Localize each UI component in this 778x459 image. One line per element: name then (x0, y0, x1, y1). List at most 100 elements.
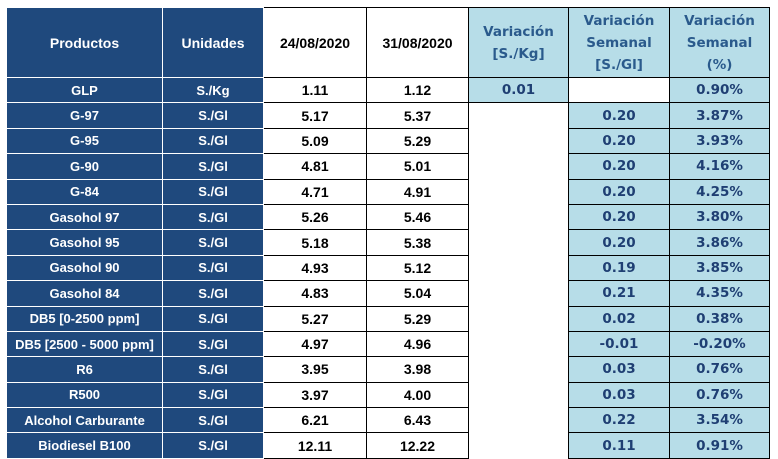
price-date-2: 5.29 (366, 306, 469, 332)
header-var-pct-line2: Semanal (686, 34, 753, 51)
product-name: GLP (6, 76, 163, 104)
header-variacion-line1: Variación (483, 23, 554, 40)
unit: S./Kg (162, 76, 264, 104)
variacion-pct: 3.86% (669, 229, 770, 256)
variacion-pct: 0.76% (669, 381, 770, 409)
price-date-1: 4.93 (263, 255, 367, 282)
variacion-pct: 4.16% (669, 153, 770, 180)
unit: S./Gl (162, 229, 264, 256)
price-date-1: 5.27 (263, 306, 367, 332)
variacion-kg-empty (468, 407, 569, 433)
price-date-1: 6.21 (263, 407, 367, 434)
price-date-2: 12.22 (366, 432, 469, 459)
price-date-2: 5.04 (366, 280, 469, 307)
product-name: G-95 (6, 127, 163, 155)
variacion-semanal: 0.20 (568, 153, 670, 180)
price-date-1: 4.71 (263, 179, 367, 205)
table-row: G-84 S./Gl 4.71 4.91 0.20 4.25% (6, 178, 770, 205)
variacion-semanal: 0.20 (568, 102, 670, 129)
header-var-sem-line2: Semanal (586, 34, 652, 51)
header-var-sem-line3: [S./Gl] (595, 56, 643, 73)
variacion-pct: 3.80% (669, 203, 770, 231)
variacion-semanal: 0.02 (568, 305, 670, 332)
header-var-sem-line1: Variación (583, 12, 655, 29)
product-name: DB5 [2500 - 5000 ppm] (6, 330, 163, 358)
price-date-1: 5.26 (263, 204, 367, 231)
variacion-kg-empty (468, 179, 569, 205)
variacion-pct: 3.93% (669, 127, 770, 155)
unit: S./Gl (162, 381, 264, 409)
unit: S./Gl (162, 153, 264, 180)
variacion-pct: 0.90% (669, 76, 770, 104)
variacion-pct: 0.76% (669, 356, 770, 383)
price-date-1: 5.17 (263, 102, 367, 129)
variacion-kg-empty (468, 204, 569, 230)
variacion-semanal: 0.22 (568, 407, 670, 434)
unit: S./Gl (162, 254, 264, 282)
price-date-2: 4.96 (366, 331, 469, 358)
variacion-semanal: 0.20 (568, 178, 670, 205)
variacion-kg-empty (468, 306, 569, 332)
product-name: Biodiesel B100 (6, 432, 163, 459)
table-row: Gasohol 97 S./Gl 5.26 5.46 0.20 3.80% (6, 203, 770, 231)
product-name: Gasohol 84 (6, 280, 163, 307)
header-variacion: Variación [S./Kg] (468, 7, 569, 78)
variacion-kg-empty (468, 382, 569, 408)
product-name: G-84 (6, 178, 163, 205)
price-date-2: 5.01 (366, 153, 469, 180)
product-name: R500 (6, 381, 163, 409)
variacion-semanal: 0.20 (568, 229, 670, 256)
variacion-kg-empty (468, 255, 569, 281)
header-var-pct-line3: (%) (706, 56, 733, 73)
product-name: R6 (6, 356, 163, 383)
table-row: G-97 S./Gl 5.17 5.37 0.20 3.87% (6, 102, 770, 129)
variacion-kg-empty (468, 331, 569, 357)
table-row: Biodiesel B100 S./Gl 12.11 12.22 0.11 0.91% (6, 432, 770, 459)
table-row: Gasohol 90 S./Gl 4.93 5.12 0.19 3.85% (6, 254, 770, 282)
variacion-semanal: 0.20 (568, 203, 670, 231)
variacion-semanal: 0.03 (568, 356, 670, 383)
table-row: DB5 [2500 - 5000 ppm] S./Gl 4.97 4.96 -0.01-… (6, 330, 770, 358)
header-date-2: 31/08/2020 (366, 7, 469, 78)
variacion-semanal: 0.11 (568, 432, 670, 459)
variacion-kg-empty (468, 128, 569, 154)
header-variacion-semanal: Variación Semanal [S./Gl] (568, 7, 670, 78)
unit: S./Gl (162, 356, 264, 383)
header-row: Productos Unidades 24/08/2020 31/08/2020… (6, 7, 770, 78)
table-row: Alcohol Carburante S./Gl 6.21 6.43 0.22 3.54% (6, 407, 770, 434)
variacion-kg-empty (468, 102, 569, 129)
price-date-1: 3.97 (263, 382, 367, 409)
product-name: Gasohol 95 (6, 229, 163, 256)
product-name: Gasohol 90 (6, 254, 163, 282)
header-date-1: 24/08/2020 (263, 7, 367, 78)
unit: S./Gl (162, 330, 264, 358)
variacion-semanal: 0.19 (568, 254, 670, 282)
price-date-1: 4.97 (263, 331, 367, 358)
header-var-pct-line1: Variación (684, 12, 755, 29)
variacion-pct: 4.35% (669, 280, 770, 307)
table-row: DB5 [0-2500 ppm] S./Gl 5.27 5.29 0.02 0.38% (6, 305, 770, 332)
product-name: G-97 (6, 102, 163, 129)
price-date-2: 4.00 (366, 382, 469, 409)
variacion-pct: 0.91% (669, 432, 770, 459)
table-row: R500 S./Gl 3.97 4.00 0.03 0.76% (6, 381, 770, 409)
unit: S./Gl (162, 102, 264, 129)
variacion-semanal: -0.01 (568, 330, 670, 358)
variacion-pct: -0.20% (669, 330, 770, 358)
table-row-glp: GLP S./Kg 1.11 1.12 0.01 0.90% (6, 76, 770, 104)
table-row: G-90 S./Gl 4.81 5.01 0.20 4.16% (6, 153, 770, 180)
product-name: G-90 (6, 153, 163, 180)
unit: S./Gl (162, 305, 264, 332)
header-productos: Productos (6, 7, 163, 78)
unit: S./Gl (162, 178, 264, 205)
variacion-pct: 3.85% (669, 254, 770, 282)
variacion-semanal-empty (568, 76, 670, 104)
table-row: Gasohol 84 S./Gl 4.83 5.04 0.21 4.35% (6, 280, 770, 307)
price-date-2: 5.37 (366, 102, 469, 129)
variacion-kg-empty (468, 280, 569, 307)
unit: S./Gl (162, 432, 264, 459)
variacion-semanal: 0.03 (568, 381, 670, 409)
price-date-1: 4.81 (263, 153, 367, 180)
header-variacion-line2: [S./Kg] (492, 45, 545, 62)
price-date-1: 4.83 (263, 280, 367, 307)
